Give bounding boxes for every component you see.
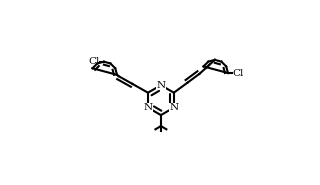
Text: Cl: Cl: [88, 57, 100, 66]
Text: Cl: Cl: [232, 68, 244, 78]
Text: N: N: [156, 81, 165, 90]
Text: N: N: [169, 103, 179, 112]
Text: N: N: [143, 103, 153, 112]
